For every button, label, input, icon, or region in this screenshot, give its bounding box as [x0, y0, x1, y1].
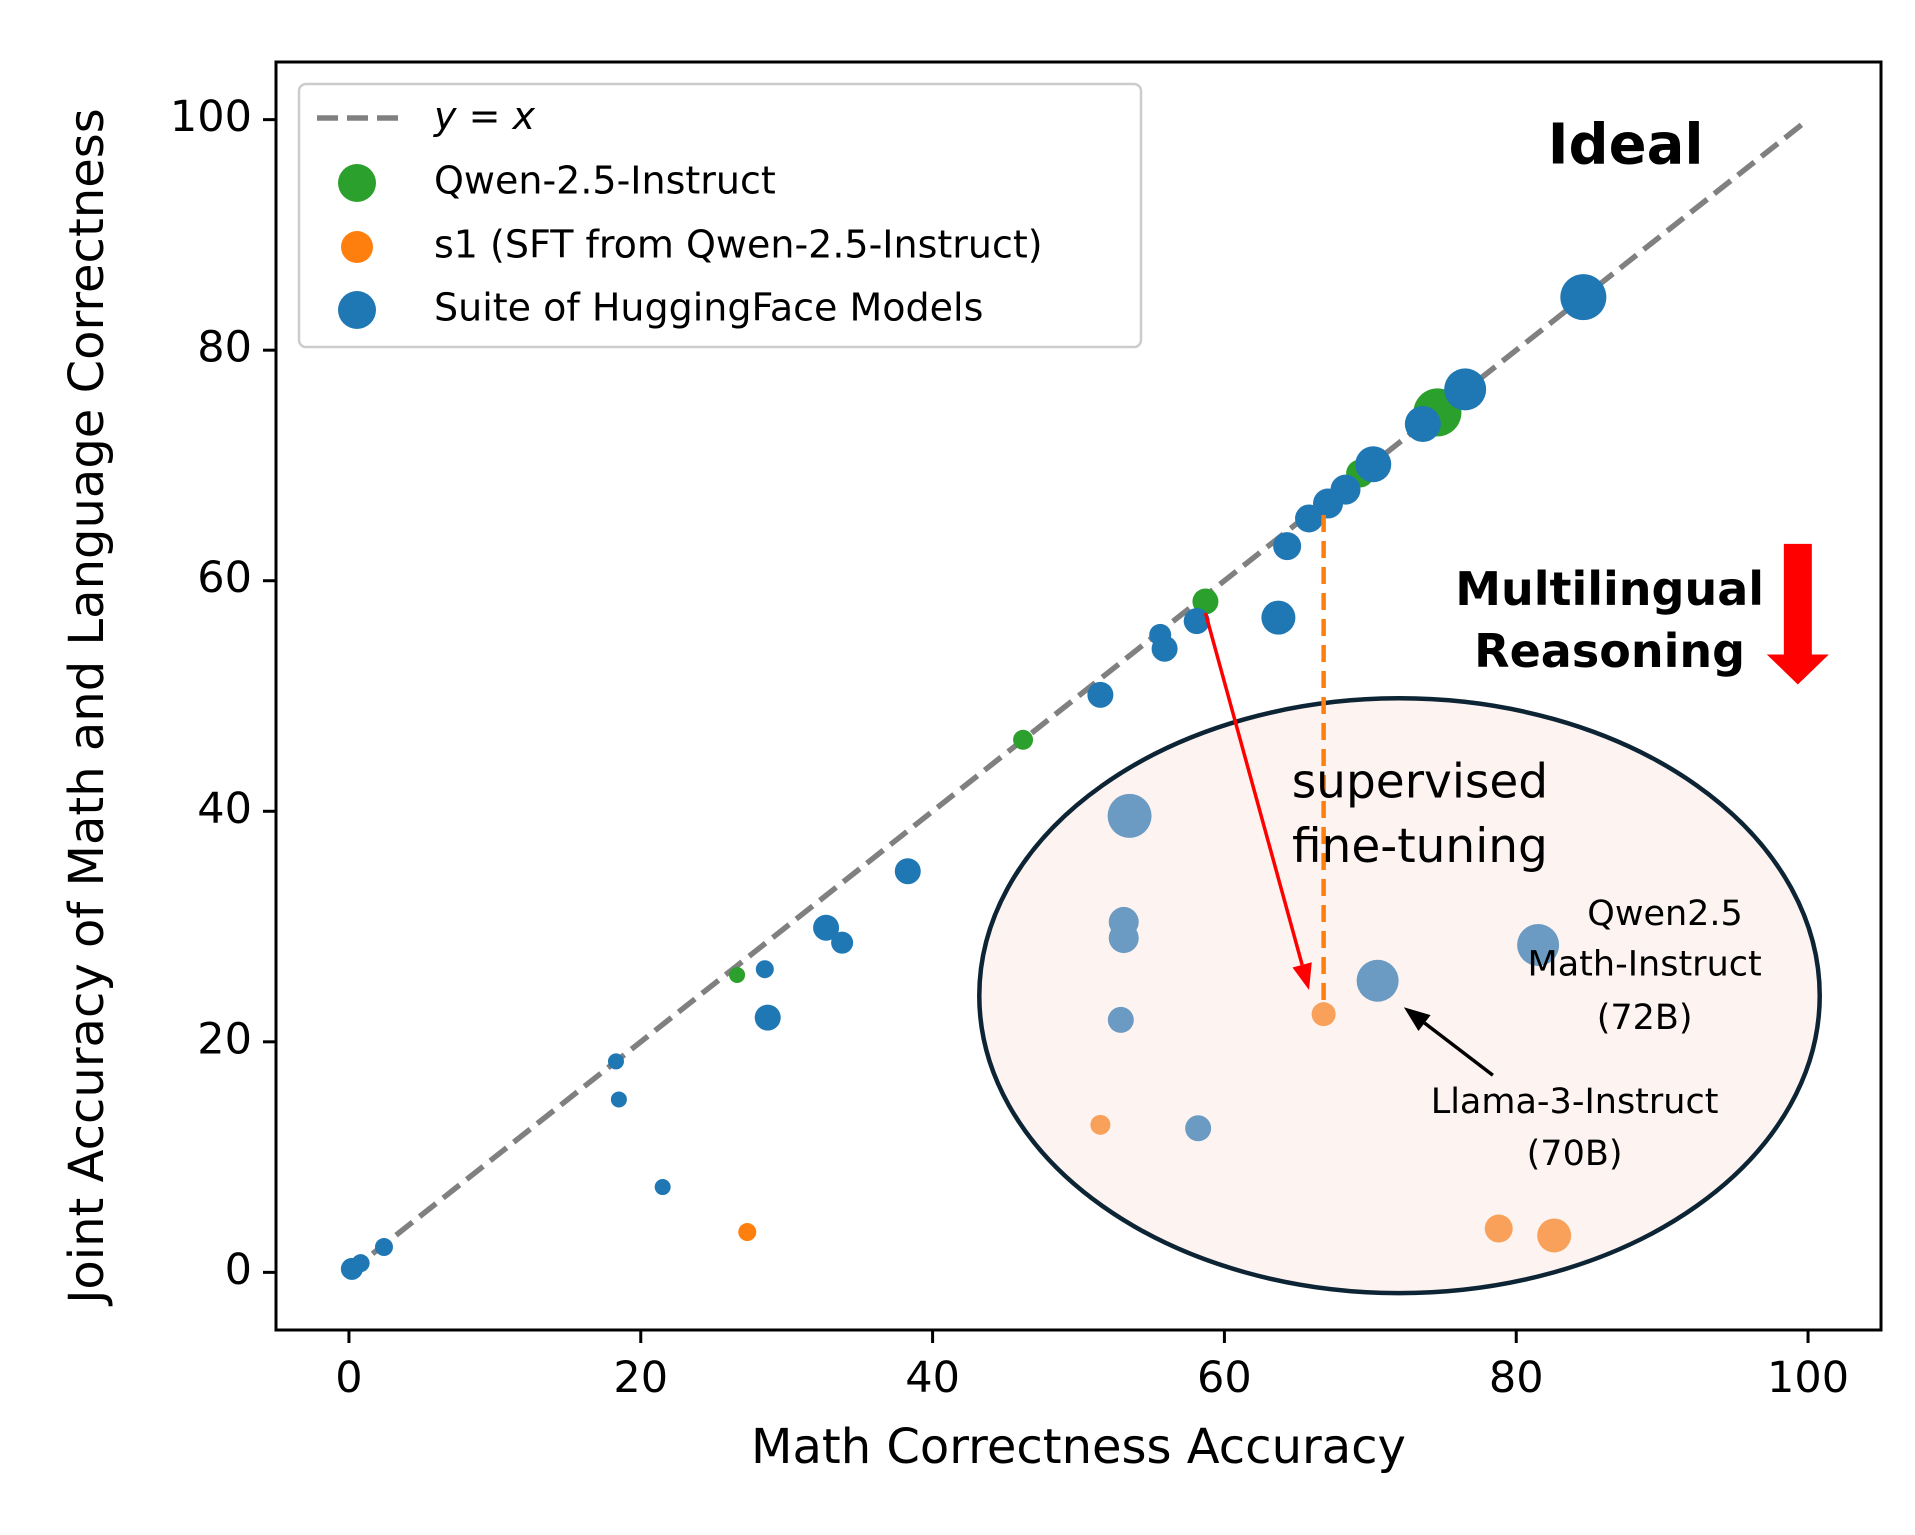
y-tick-label-100: 100 [170, 92, 252, 142]
legend-box [297, 82, 1143, 349]
y-tick-label-20: 20 [197, 1014, 252, 1064]
legend-label-2: Suite of HuggingFace Models [434, 286, 983, 330]
highlight-point-2-12 [1107, 793, 1152, 838]
point-1-0 [738, 1223, 757, 1242]
llama-label-line2: (70B) [1527, 1134, 1623, 1174]
point-2-7 [754, 1004, 781, 1031]
plot-frame [274, 60, 1883, 1332]
highlight-ellipse [977, 696, 1822, 1296]
sft-label-line2: fine-tuning [1292, 819, 1548, 874]
point-2-8 [813, 914, 840, 941]
highlight-point-2-15 [1107, 1006, 1134, 1033]
legend-ref-var-left: y [433, 94, 457, 138]
point-0-0 [729, 966, 746, 983]
point-2-2 [374, 1238, 393, 1257]
highlight-point-2-14 [1108, 923, 1139, 954]
qwen-math-label-line1: Qwen2.5 [1587, 894, 1743, 934]
legend-symbol-2 [338, 291, 376, 329]
point-2-27 [1404, 405, 1441, 442]
llama-label-line1: Llama-3-Instruct [1431, 1082, 1719, 1122]
point-2-24 [1330, 474, 1361, 505]
point-2-5 [654, 1179, 671, 1196]
point-2-6 [755, 960, 774, 979]
point-2-11 [1087, 681, 1114, 708]
point-2-20 [1261, 600, 1296, 635]
llama-arrow-head [1403, 1007, 1431, 1031]
sft-label-line1: supervised [1292, 754, 1548, 809]
y-tick-label-40: 40 [197, 784, 252, 834]
point-2-4 [610, 1091, 627, 1108]
multilingual-label-line2: Reasoning [1474, 624, 1745, 678]
sft-arrow-head [1292, 962, 1312, 990]
sft-arrow-shaft [1203, 612, 1304, 966]
multilingual-down-arrow-head [1766, 654, 1829, 685]
point-0-2 [1192, 588, 1219, 615]
point-2-10 [894, 858, 921, 885]
legend-symbol-1 [341, 231, 373, 263]
point-2-17 [1151, 635, 1178, 662]
x-tick-label-40: 40 [905, 1353, 960, 1403]
y-tick-label-0: 0 [225, 1245, 252, 1295]
x-tick-label-20: 20 [613, 1353, 668, 1403]
legend-label-reference: y = x [433, 94, 536, 138]
point-2-26 [1355, 446, 1392, 483]
qwen-math-label-line3: (72B) [1597, 998, 1693, 1038]
legend-ref-eq: = [457, 94, 513, 138]
highlight-point-2-29 [1517, 923, 1560, 966]
point-2-1 [351, 1254, 370, 1273]
legend-symbol-0 [338, 164, 376, 202]
highlight-point-2-19 [1185, 1115, 1212, 1142]
x-tick-label-60: 60 [1197, 1353, 1252, 1403]
point-0-1 [1013, 729, 1034, 750]
highlight-point-1-3 [1484, 1214, 1513, 1243]
y-tick-label-80: 80 [197, 323, 252, 373]
highlight-point-1-2 [1311, 1002, 1336, 1027]
x-tick-label-100: 100 [1767, 1353, 1849, 1403]
point-2-3 [607, 1053, 624, 1070]
x-axis-title: Math Correctness Accuracy [751, 1419, 1406, 1475]
y-tick-label-60: 60 [197, 553, 252, 603]
ideal-label: Ideal [1548, 113, 1704, 178]
multilingual-label-line1: Multilingual [1455, 562, 1764, 616]
qwen-math-label-line2: Math-Instruct [1528, 945, 1762, 985]
legend-label-0: Qwen-2.5-Instruct [434, 159, 776, 203]
y-axis-title: Joint Accuracy of Math and Language Corr… [59, 108, 115, 1306]
x-tick-label-0: 0 [335, 1353, 362, 1403]
highlight-point-1-4 [1537, 1218, 1572, 1253]
point-2-30 [1560, 274, 1607, 321]
highlight-point-2-25 [1356, 959, 1399, 1002]
highlight-point-1-1 [1090, 1114, 1111, 1135]
point-2-9 [831, 931, 854, 954]
x-tick-label-80: 80 [1489, 1353, 1544, 1403]
point-2-28 [1444, 368, 1487, 411]
legend-label-1: s1 (SFT from Qwen-2.5-Instruct) [434, 223, 1043, 267]
reference-line-y-equals-x [347, 117, 1810, 1275]
point-2-21 [1273, 532, 1302, 561]
point-2-18 [1183, 608, 1210, 635]
llama-arrow-shaft [1423, 1021, 1494, 1077]
legend-ref-var-right: x [512, 94, 536, 138]
